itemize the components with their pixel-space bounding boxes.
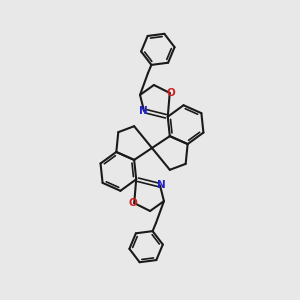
Text: O: O <box>129 198 138 208</box>
Text: N: N <box>157 180 165 190</box>
Text: N: N <box>139 106 147 116</box>
Text: O: O <box>167 88 175 98</box>
